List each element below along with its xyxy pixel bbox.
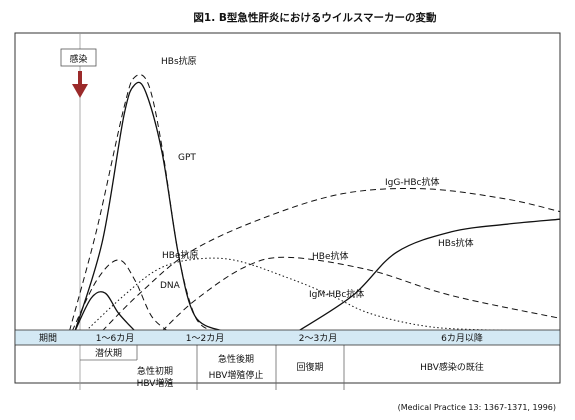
series-line-hbs-7	[298, 218, 561, 332]
series-line-hbe-5	[161, 256, 561, 332]
series-label-igg-hbc-4: IgG-HBc抗体	[385, 176, 439, 188]
series-line-gpt-1	[74, 81, 223, 332]
phase-label-3: 回復期	[296, 361, 323, 373]
phase-label-2a: 急性後期	[218, 353, 254, 365]
phase-label-4: HBV感染の既往	[420, 361, 484, 373]
series-label-hbe-2: HBe抗原	[162, 249, 198, 261]
phase-label-1b: HBV増殖	[137, 377, 174, 389]
period-header: 期間	[39, 333, 57, 344]
series-label-dna-3: DNA	[160, 281, 181, 291]
series-line-hbe-2	[71, 259, 168, 332]
period-label-2: 1〜2カ月	[186, 333, 224, 344]
infection-marker: 感染	[60, 48, 97, 98]
period-label-1: 1〜6カ月	[96, 333, 134, 344]
infection-box	[60, 48, 97, 67]
phase-label-2b: HBV増殖停止	[209, 369, 264, 381]
series-label-hbs-7: HBs抗体	[438, 237, 474, 249]
series-label-igm-hbc-6: IgM-HBc抗体	[309, 288, 364, 300]
incubation-label: 潜伏期	[95, 347, 122, 359]
series-label-gpt-1: GPT	[178, 153, 196, 163]
period-label-3: 2〜3カ月	[299, 333, 337, 344]
chart-frame	[14, 32, 561, 384]
citation: (Medical Practice 13: 1367-1371, 1996)	[398, 403, 556, 412]
infection-arrow-head	[72, 84, 88, 98]
series-line-dna-3	[74, 291, 136, 332]
series-label-hbe-5: HBe抗体	[312, 250, 348, 262]
infection-label: 感染	[69, 53, 87, 65]
figure-title: 図1. B型急性肝炎におけるウイルスマーカーの変動	[193, 11, 437, 24]
series-line-igm-hbc-6	[85, 257, 561, 332]
phase-label-1a: 急性初期	[137, 365, 173, 377]
period-label-4: 6カ月以降	[441, 332, 483, 344]
period-band	[14, 329, 561, 346]
series-label-hbs-0: HBs抗原	[161, 55, 197, 67]
series-curves	[69, 74, 561, 332]
series-line-igg-hbc-4	[101, 187, 561, 332]
series-labels: HBs抗原 GPT HBe抗原 DNA IgG-HBc抗体 HBe抗体 IgM-HBc抗体 H…	[160, 55, 474, 300]
